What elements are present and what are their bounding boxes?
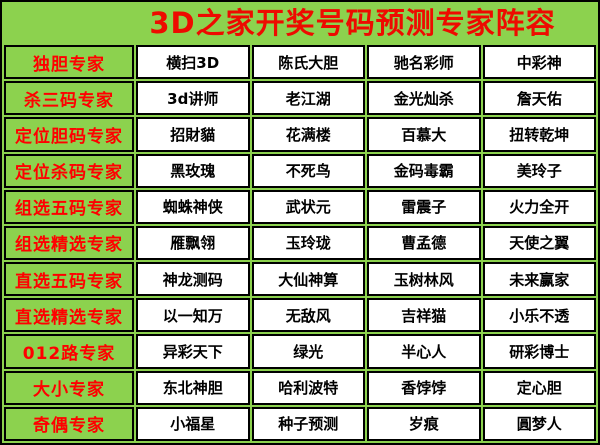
table-row: 杀三码专家 3d讲师 老江湖 金光灿杀 詹天佑 [4,81,596,116]
expert-cell: 蜘蛛神侠 [136,189,250,224]
category-cell: 大小专家 [4,370,134,405]
expert-cell: 哈利波特 [251,370,365,405]
table-row: 012路专家 异彩天下 绿光 半心人 研彩博士 [4,334,596,369]
table-row: 大小专家 东北神胆 哈利波特 香饽饽 定心胆 [4,370,596,405]
expert-cell: 小福星 [136,406,250,441]
category-cell: 直选五码专家 [4,262,134,297]
category-cell: 组选精选专家 [4,225,134,261]
expert-cell: 未来赢家 [482,262,596,297]
expert-cell: 定心胆 [482,370,596,405]
expert-cell: 扭转乾坤 [482,117,596,152]
expert-cell: 大仙神算 [251,262,365,297]
expert-cell: 金码毒霸 [367,153,481,188]
expert-cell: 研彩博士 [482,334,596,369]
expert-cell: 武状元 [251,189,365,224]
expert-cell: 岁痕 [367,406,481,441]
table-row: 独胆专家 横扫3D 陈氏大胆 驰名彩师 中彩神 [4,45,596,80]
table-row: 直选五码专家 神龙测码 大仙神算 玉树林风 未来赢家 [4,262,596,297]
expert-cell: 雷震子 [367,189,481,224]
expert-cell: 小乐不透 [482,298,596,333]
expert-cell: 老江湖 [251,81,365,116]
expert-cell: 种子预测 [251,406,365,441]
category-cell: 杀三码专家 [4,81,134,116]
category-cell: 012路专家 [4,334,134,369]
expert-cell: 圓梦人 [482,406,596,441]
expert-cell: 无敌风 [251,298,365,333]
expert-cell: 曹孟德 [367,225,481,261]
table-row: 直选精选专家 以一知万 无敌风 吉祥猫 小乐不透 [4,298,596,333]
table-row: 奇偶专家 小福星 种子预测 岁痕 圓梦人 [4,406,596,441]
category-cell: 组选五码专家 [4,189,134,224]
expert-cell: 驰名彩师 [367,45,481,80]
experts-table: 独胆专家 横扫3D 陈氏大胆 驰名彩师 中彩神 杀三码专家 3d讲师 老江湖 金光灿杀 詹天佑 定位… [2,43,598,443]
expert-cell: 玉玲珑 [251,225,365,261]
expert-cell: 玉树林风 [367,262,481,297]
expert-cell: 百慕大 [367,117,481,152]
expert-cell: 陈氏大胆 [251,45,365,80]
expert-cell: 金光灿杀 [367,81,481,116]
expert-cell: 东北神胆 [136,370,250,405]
expert-cell: 以一知万 [136,298,250,333]
category-cell: 独胆专家 [4,45,134,80]
expert-cell: 黑玫瑰 [136,153,250,188]
table-row: 组选五码专家 蜘蛛神侠 武状元 雷震子 火力全开 [4,189,596,224]
table-row: 定位胆码专家 招財貓 花满楼 百慕大 扭转乾坤 [4,117,596,152]
expert-cell: 半心人 [367,334,481,369]
expert-cell: 詹天佑 [482,81,596,116]
expert-cell: 雁飘翎 [136,225,250,261]
experts-table-body: 独胆专家 横扫3D 陈氏大胆 驰名彩师 中彩神 杀三码专家 3d讲师 老江湖 金光灿杀 詹天佑 定位… [4,45,596,441]
expert-cell: 不死鸟 [251,153,365,188]
expert-cell: 吉祥猫 [367,298,481,333]
table-row: 定位杀码专家 黑玫瑰 不死鸟 金码毒霸 美玲子 [4,153,596,188]
table-row: 组选精选专家 雁飘翎 玉玲珑 曹孟德 天使之翼 [4,225,596,261]
expert-cell: 异彩天下 [136,334,250,369]
expert-cell: 天使之翼 [482,225,596,261]
expert-cell: 神龙测码 [136,262,250,297]
category-cell: 直选精选专家 [4,298,134,333]
expert-cell: 香饽饽 [367,370,481,405]
expert-cell: 火力全开 [482,189,596,224]
page-title: 3D之家开奖号码预测专家阵容 [149,6,556,40]
expert-cell: 横扫3D [136,45,250,80]
category-cell: 定位杀码专家 [4,153,134,188]
category-cell: 奇偶专家 [4,406,134,441]
expert-cell: 招財貓 [136,117,250,152]
expert-cell: 中彩神 [482,45,596,80]
category-cell: 定位胆码专家 [4,117,134,152]
expert-cell: 绿光 [251,334,365,369]
expert-cell: 美玲子 [482,153,596,188]
expert-cell: 3d讲师 [136,81,250,116]
expert-cell: 花满楼 [251,117,365,152]
